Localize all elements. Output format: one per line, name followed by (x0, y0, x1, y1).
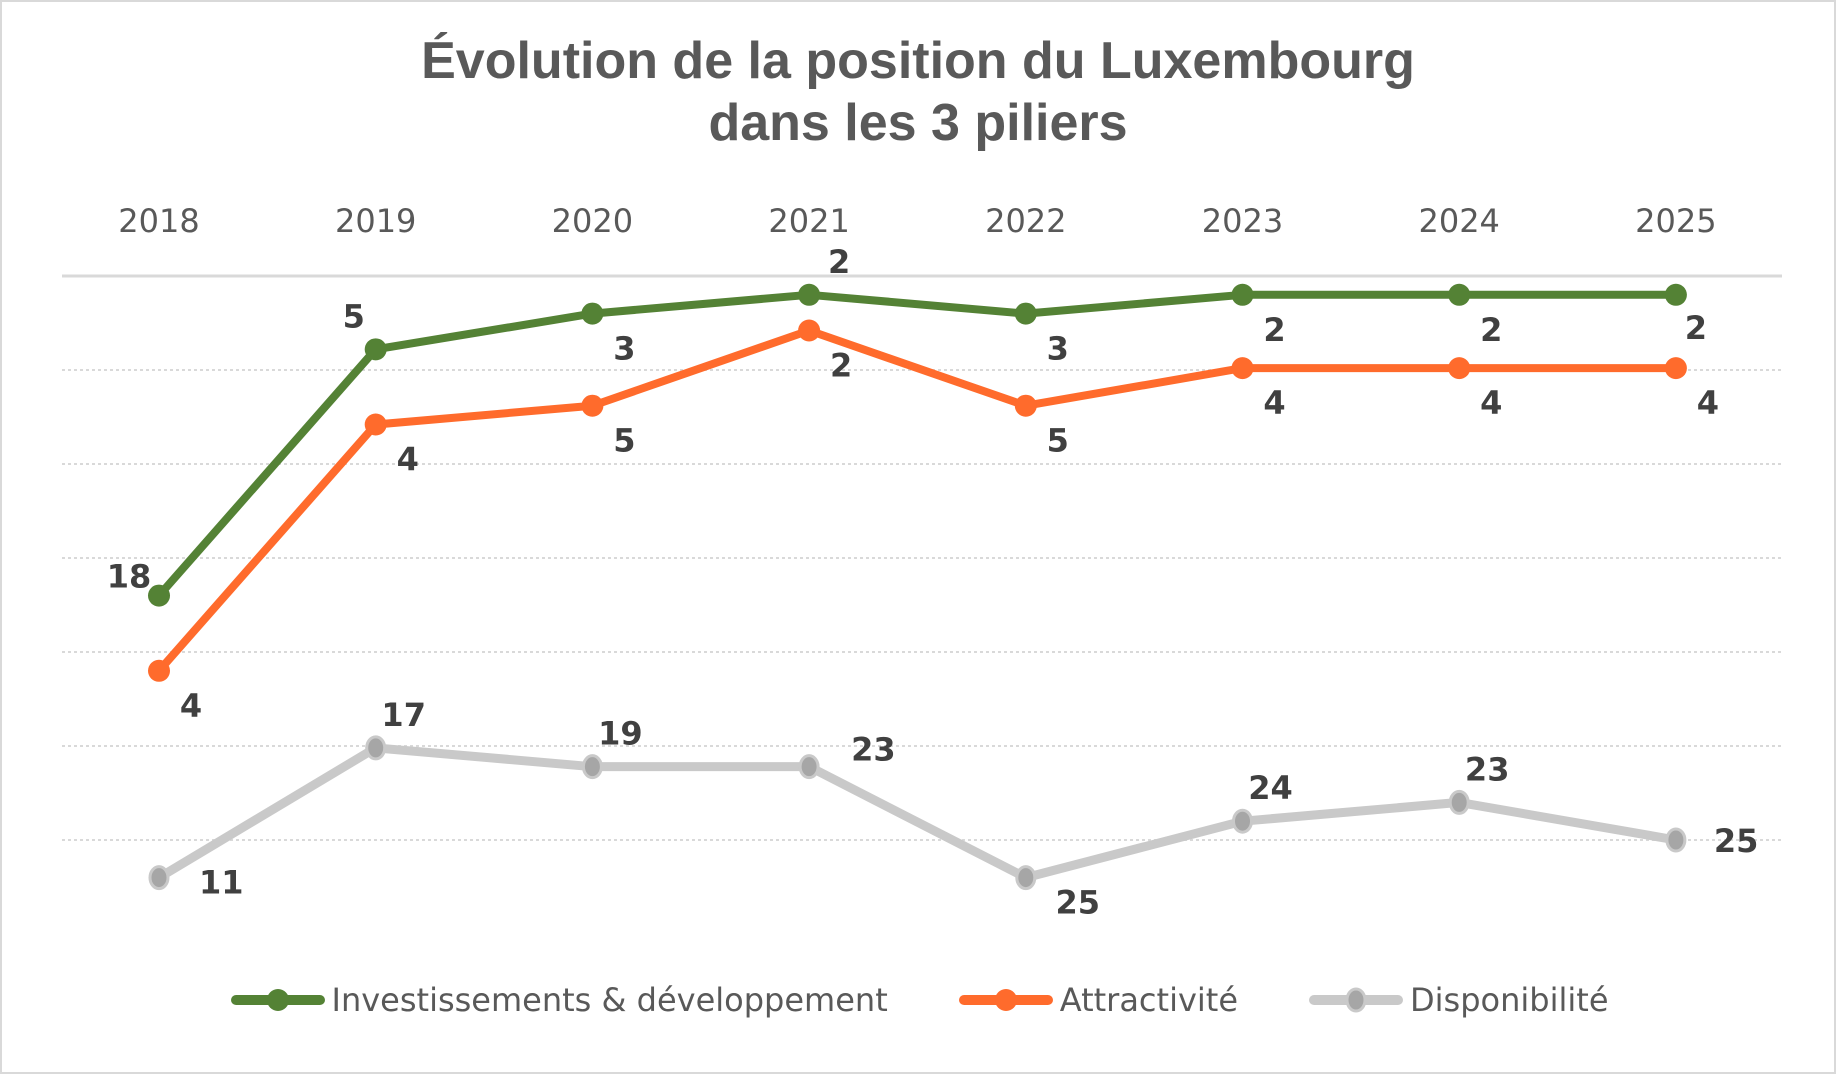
legend-label: Investissements & développement (331, 981, 888, 1019)
legend-line-marker-icon (1309, 987, 1404, 1013)
data-point (1231, 283, 1254, 306)
data-point (1448, 283, 1471, 306)
legend-line-marker-icon (958, 989, 1053, 1011)
data-point (1665, 827, 1687, 853)
data-label: 11 (199, 864, 244, 902)
data-label: 2 (828, 243, 850, 281)
data-point (1014, 394, 1037, 417)
data-label: 3 (1047, 330, 1069, 368)
data-point (1448, 789, 1470, 815)
legend-label: Disponibilité (1410, 981, 1609, 1019)
data-label: 3 (613, 330, 635, 368)
x-tick-label: 2020 (552, 202, 633, 240)
series-line-1 (155, 326, 1680, 675)
data-point (581, 754, 603, 780)
data-point (148, 659, 170, 682)
data-label: 5 (343, 297, 365, 335)
data-point (1015, 865, 1037, 891)
data-label: 2 (830, 347, 852, 385)
data-label: 4 (1697, 384, 1719, 422)
data-label: 5 (1047, 422, 1069, 460)
data-point (1664, 283, 1687, 306)
data-label: 2 (1263, 311, 1285, 349)
series-lines (154, 290, 1681, 883)
data-label: 23 (1465, 750, 1510, 788)
legend-item-attractivite: Attractivité (956, 980, 1238, 1020)
data-label: 4 (180, 687, 202, 725)
legend-item-investissements: Investissements & développement (228, 980, 888, 1020)
data-label: 17 (381, 696, 426, 734)
x-tick-label: 2019 (335, 202, 416, 240)
data-label: 18 (107, 558, 152, 596)
gridlines (62, 274, 1782, 841)
data-label: 23 (851, 731, 896, 769)
data-point (1231, 357, 1254, 380)
data-label: 25 (1714, 822, 1759, 860)
series-markers (148, 283, 1687, 891)
data-point (1448, 357, 1471, 380)
data-point (798, 319, 821, 342)
data-point (1664, 357, 1687, 380)
data-point (798, 283, 821, 306)
data-label: 4 (1263, 384, 1285, 422)
data-label: 5 (613, 422, 635, 460)
x-tick-label: 2022 (985, 202, 1066, 240)
legend-line-marker-icon (230, 989, 325, 1011)
data-label: 4 (1480, 384, 1502, 422)
data-point (148, 865, 170, 891)
data-point (365, 735, 387, 761)
data-label: 4 (397, 441, 419, 479)
legend-label: Attractivité (1059, 981, 1239, 1019)
data-label: 2 (1685, 309, 1707, 347)
data-label: 25 (1056, 884, 1101, 922)
data-point (581, 394, 604, 417)
data-label: 24 (1248, 769, 1293, 807)
x-tick-label: 2025 (1635, 202, 1716, 240)
data-point (364, 338, 387, 361)
x-tick-label: 2021 (768, 202, 849, 240)
legend: Investissements & développement Attracti… (0, 980, 1836, 1020)
legend-item-disponibilite: Disponibilité (1306, 980, 1609, 1020)
series-line-0 (155, 290, 1680, 600)
x-tick-label: 2023 (1202, 202, 1283, 240)
chart-title-line1: Évolution de la position du Luxembourg (421, 32, 1415, 90)
x-axis-ticks: 2018 2019 2020 2021 2022 2023 2024 2025 (118, 202, 1716, 240)
x-tick-label: 2018 (118, 202, 199, 240)
chart-title-line2: dans les 3 piliers (708, 94, 1128, 152)
data-point (364, 413, 387, 436)
data-label: 2 (1480, 311, 1502, 349)
chart-title: Évolution de la position du Luxembourg d… (0, 30, 1836, 154)
series-line-2 (154, 743, 1681, 883)
x-tick-label: 2024 (1418, 202, 1499, 240)
data-label: 19 (598, 715, 643, 753)
data-point (798, 754, 820, 780)
data-point (148, 584, 170, 607)
data-point (1014, 302, 1037, 325)
data-point (1232, 808, 1253, 834)
data-point (581, 302, 604, 325)
